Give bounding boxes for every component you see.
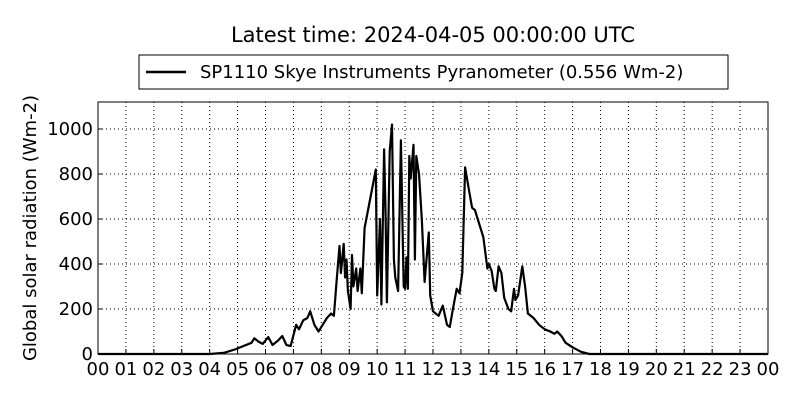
legend-box	[138, 54, 729, 90]
data-line	[98, 123, 768, 356]
y-tick-label: 200	[59, 299, 93, 320]
x-tick-label: 14	[477, 359, 500, 380]
x-tick-label: 17	[561, 359, 584, 380]
x-tick-label: 16	[533, 359, 556, 380]
x-tick-label: 09	[338, 359, 361, 380]
x-tick-label: 19	[617, 359, 640, 380]
y-tick-label: 600	[59, 209, 93, 230]
y-axis-label: Global solar radiation (Wm-2)	[20, 95, 41, 361]
x-tick-label: 15	[505, 359, 528, 380]
x-tick-label: 18	[589, 359, 612, 380]
x-tick-label: 00	[757, 359, 780, 380]
x-tick-label: 11	[394, 359, 417, 380]
y-tick-label: 800	[59, 164, 93, 185]
y-tick-label: 1000	[47, 119, 93, 140]
x-tick-label: 13	[449, 359, 472, 380]
x-tick-label: 23	[729, 359, 752, 380]
plot-frame	[97, 101, 769, 355]
x-tick-label: 08	[310, 359, 333, 380]
x-tick-label: 02	[142, 359, 165, 380]
x-tick-label: 10	[366, 359, 389, 380]
x-tick-label: 21	[673, 359, 696, 380]
x-tick-label: 06	[254, 359, 277, 380]
x-tick-label: 12	[422, 359, 445, 380]
x-tick-label: 20	[645, 359, 668, 380]
y-tick-label: 400	[59, 254, 93, 275]
x-tick-label: 07	[282, 359, 305, 380]
x-tick-label: 00	[87, 359, 110, 380]
legend-label: SP1110 Skye Instruments Pyranometer (0.5…	[200, 62, 683, 83]
y-tick-label: 0	[82, 344, 93, 365]
x-tick-label: 22	[701, 359, 724, 380]
x-tick-label: 01	[114, 359, 137, 380]
chart-title: Latest time: 2024-04-05 00:00:00 UTC	[231, 23, 635, 47]
x-tick-label: 05	[226, 359, 249, 380]
x-tick-label: 03	[170, 359, 193, 380]
x-tick-label: 04	[198, 359, 221, 380]
